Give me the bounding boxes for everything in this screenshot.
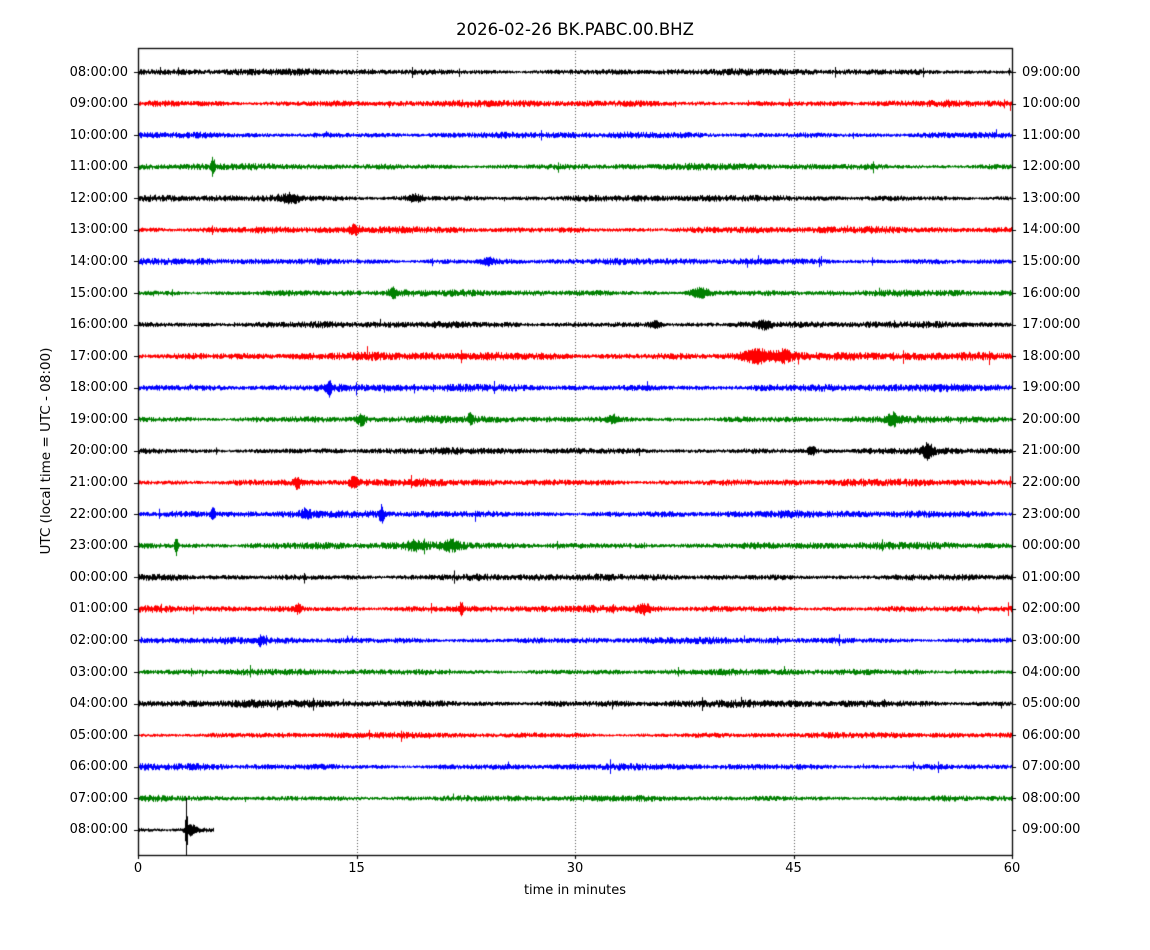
right-local-time-label: 09:00:00 [1022,64,1081,80]
right-local-time-label: 04:00:00 [1022,664,1081,680]
left-utc-time-label: 03:00:00 [69,664,128,680]
right-local-time-label: 15:00:00 [1022,253,1081,269]
right-local-time-label: 06:00:00 [1022,727,1081,743]
x-tick-label: 30 [566,861,584,876]
left-utc-time-label: 09:00:00 [69,96,128,112]
right-local-time-label: 09:00:00 [1022,822,1081,838]
left-utc-time-label: 06:00:00 [69,759,128,775]
left-utc-time-label: 00:00:00 [69,569,128,585]
right-local-time-label: 13:00:00 [1022,190,1081,206]
right-local-time-label: 11:00:00 [1022,127,1081,143]
right-local-time-label: 05:00:00 [1022,696,1081,712]
x-axis-label: time in minutes [523,883,627,898]
left-utc-time-label: 05:00:00 [69,727,128,743]
right-local-time-label: 19:00:00 [1022,380,1081,396]
right-local-time-label: 00:00:00 [1022,538,1081,554]
x-tick-label: 60 [1003,861,1021,876]
x-tick-label: 0 [133,861,143,876]
left-utc-time-label: 13:00:00 [69,222,128,238]
left-utc-time-label: 16:00:00 [69,317,128,333]
left-utc-time-label: 11:00:00 [69,159,128,175]
right-local-time-label: 03:00:00 [1022,632,1081,648]
right-local-time-label: 10:00:00 [1022,96,1081,112]
right-local-time-label: 21:00:00 [1022,443,1081,459]
right-local-time-label: 02:00:00 [1022,601,1081,617]
left-utc-time-label: 18:00:00 [69,380,128,396]
x-tick-label: 45 [785,861,802,876]
right-local-time-label: 01:00:00 [1022,569,1081,585]
right-local-time-label: 23:00:00 [1022,506,1081,522]
left-utc-time-label: 20:00:00 [69,443,128,459]
right-local-time-label: 08:00:00 [1022,790,1081,806]
left-utc-time-label: 15:00:00 [69,285,128,301]
left-utc-time-label: 19:00:00 [69,411,128,427]
left-utc-time-label: 01:00:00 [69,601,128,617]
left-utc-time-label: 17:00:00 [69,348,128,364]
left-utc-time-label: 12:00:00 [69,190,128,206]
right-local-time-label: 12:00:00 [1022,159,1081,175]
chart-title: 2026-02-26 BK.PABC.00.BHZ [456,20,694,39]
left-utc-time-label: 23:00:00 [69,538,128,554]
right-local-time-label: 17:00:00 [1022,317,1081,333]
left-utc-time-label: 08:00:00 [69,822,128,838]
right-local-time-label: 22:00:00 [1022,475,1081,491]
left-utc-time-label: 02:00:00 [69,632,128,648]
x-tick-label: 15 [348,861,365,876]
right-local-time-label: 20:00:00 [1022,411,1081,427]
left-utc-time-label: 04:00:00 [69,696,128,712]
right-local-time-label: 18:00:00 [1022,348,1081,364]
right-local-time-label: 14:00:00 [1022,222,1081,238]
left-utc-time-label: 22:00:00 [69,506,128,522]
left-utc-time-label: 14:00:00 [69,253,128,269]
left-utc-time-label: 10:00:00 [69,127,128,143]
left-utc-time-label: 08:00:00 [69,64,128,80]
right-local-time-label: 07:00:00 [1022,759,1081,775]
left-utc-time-label: 21:00:00 [69,475,128,491]
right-local-time-label: 16:00:00 [1022,285,1081,301]
left-utc-time-label: 07:00:00 [69,790,128,806]
